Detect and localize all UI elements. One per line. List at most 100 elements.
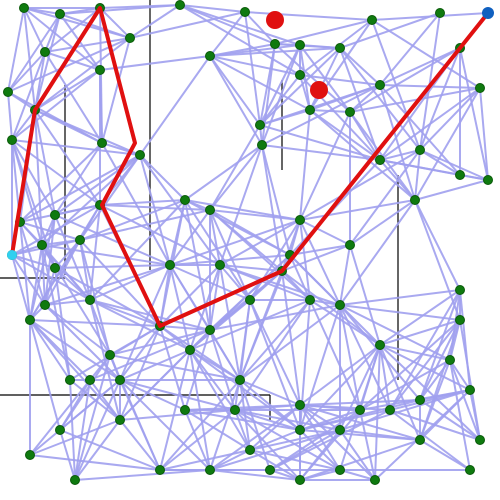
roadmap-node [465, 385, 475, 395]
roadmap-node [19, 3, 29, 13]
roadmap-edge [169, 254, 291, 266]
roadmap-edge [169, 219, 301, 266]
roadmap-node [435, 8, 445, 18]
roadmap-edge [339, 469, 376, 481]
roadmap-edge [389, 409, 471, 471]
roadmap-edge [339, 289, 461, 306]
roadmap-edge [74, 379, 91, 481]
roadmap-edge [234, 299, 251, 411]
roadmap-edge [11, 139, 56, 216]
roadmap-edge [419, 399, 481, 441]
roadmap-edge [299, 409, 361, 481]
roadmap-node [65, 375, 75, 385]
roadmap-edge [299, 404, 341, 431]
roadmap-edge [259, 124, 381, 161]
roadmap-edge [59, 4, 181, 15]
markers-group [7, 7, 494, 260]
roadmap-edge [184, 409, 301, 431]
roadmap-edge [119, 379, 236, 411]
roadmap-edge [159, 409, 236, 471]
roadmap-edge [101, 142, 171, 266]
roadmap-edge [281, 244, 351, 272]
roadmap-node [7, 135, 17, 145]
roadmap-node [185, 345, 195, 355]
roadmap-edge [99, 7, 131, 39]
roadmap-node [295, 215, 305, 225]
roadmap-edge [169, 209, 211, 266]
roadmap-edge [189, 299, 251, 351]
roadmap-node [230, 405, 240, 415]
roadmap-edge [74, 419, 121, 481]
roadmap-edge [419, 319, 461, 401]
roadmap-edge [89, 199, 186, 301]
roadmap-edge [44, 304, 111, 356]
roadmap-edge [54, 264, 171, 269]
roadmap-edge [74, 354, 111, 481]
roadmap-edge [269, 409, 391, 471]
roadmap-node [335, 425, 345, 435]
roadmap-node [415, 145, 425, 155]
roadmap-edge [7, 7, 25, 93]
roadmap-node [97, 138, 107, 148]
roadmap-edge [209, 11, 246, 57]
roadmap-edge [339, 12, 441, 49]
roadmap-edge [19, 221, 31, 321]
roadmap-edge [234, 409, 301, 481]
roadmap-node [245, 295, 255, 305]
roadmap-edge [34, 51, 46, 111]
roadmap-edge [379, 344, 481, 441]
roadmap-edge [59, 429, 76, 481]
roadmap-edge [44, 264, 171, 306]
roadmap-edge [89, 299, 161, 327]
roadmap-edge [159, 379, 241, 471]
roadmap-edge [79, 154, 141, 241]
roadmap-node [295, 70, 305, 80]
roadmap-node [105, 350, 115, 360]
roadmap-edge [249, 219, 301, 301]
roadmap-edge [289, 254, 381, 346]
roadmap-edge [189, 349, 251, 451]
roadmap-edge [119, 325, 161, 421]
roadmap-node [125, 33, 135, 43]
roadmap-edge [209, 124, 261, 211]
roadmap-edge [249, 404, 301, 451]
roadmap-edge [299, 219, 351, 246]
roadmap-edge [309, 299, 341, 306]
roadmap-edge [209, 264, 221, 331]
roadmap-node [205, 205, 215, 215]
roadmap-edge [11, 254, 31, 321]
roadmap-edge [209, 55, 301, 76]
roadmap-node [55, 9, 65, 19]
roadmap-node [115, 375, 125, 385]
roadmap-edge [34, 13, 61, 111]
roadmap-edge [29, 319, 121, 421]
roadmap-node [257, 140, 267, 150]
roadmap-edge [34, 109, 101, 206]
roadmap-node [50, 263, 60, 273]
roadmap-edge [19, 221, 46, 306]
roadmap-edge [359, 409, 376, 481]
roadmap-edge [259, 74, 301, 126]
roadmap-edge [419, 47, 461, 151]
roadmap-edge [209, 144, 263, 211]
solution-path [10, 6, 490, 328]
roadmap-edge [109, 329, 211, 356]
roadmap-edge [54, 154, 141, 216]
roadmap-edge [209, 209, 221, 266]
roadmap-node [375, 340, 385, 350]
roadmap-edge [59, 379, 121, 431]
roadmap-edge [89, 264, 171, 301]
roadmap-edge [219, 264, 241, 381]
roadmap-edge [11, 254, 46, 306]
roadmap-edge [259, 47, 341, 126]
roadmap-node [305, 295, 315, 305]
obstacle-marker [310, 81, 328, 99]
roadmap-node [475, 435, 485, 445]
roadmap-edge [299, 409, 361, 431]
roadmap-edge [274, 19, 373, 45]
roadmap-edge [299, 404, 361, 411]
roadmap-edge [459, 47, 489, 181]
roadmap-edge [239, 379, 271, 471]
roadmap-edge [414, 149, 421, 201]
